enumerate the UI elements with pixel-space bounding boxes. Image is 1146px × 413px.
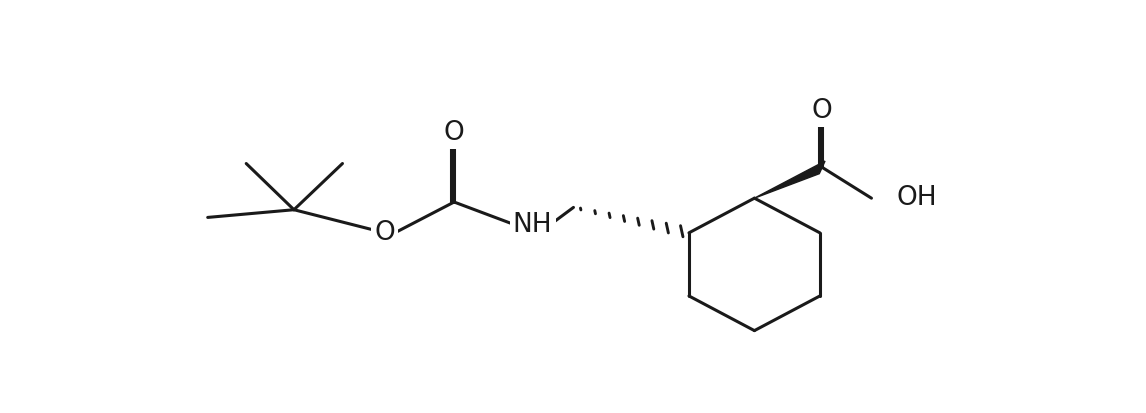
Text: O: O: [444, 120, 464, 146]
Text: NH: NH: [513, 212, 552, 238]
Polygon shape: [754, 161, 825, 198]
Text: O: O: [811, 98, 832, 124]
Text: OH: OH: [896, 185, 936, 211]
Text: O: O: [375, 220, 395, 246]
